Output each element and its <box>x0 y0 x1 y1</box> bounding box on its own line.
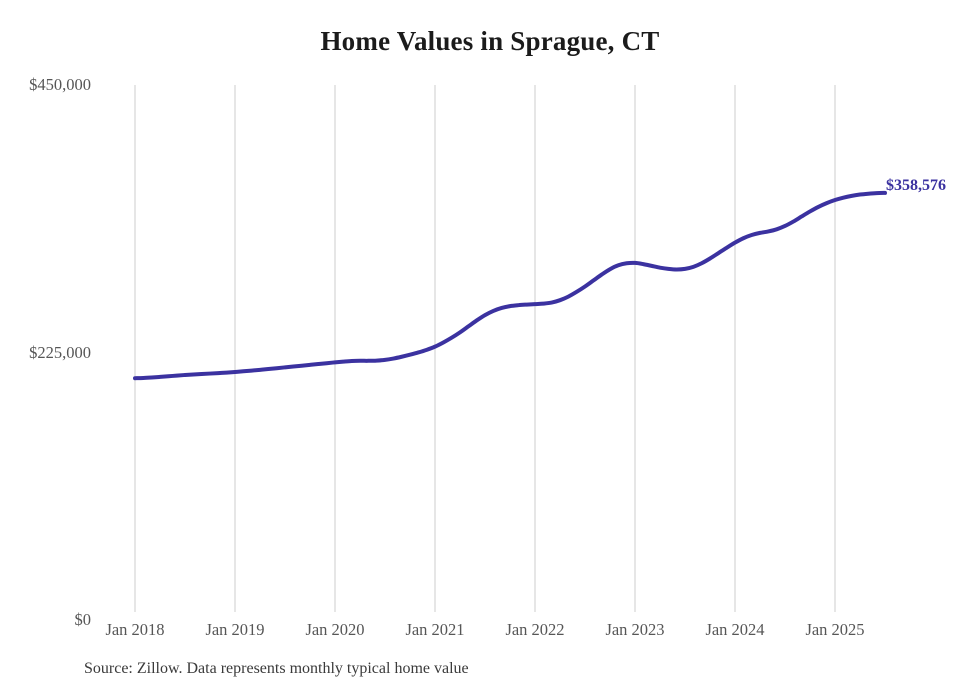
data-line-typical-home-value <box>133 190 887 381</box>
chart-title: Home Values in Sprague, CT <box>320 26 660 56</box>
y-axis-tick-label-min: $0 <box>74 610 92 629</box>
source-note: Source: Zillow. Data represents monthly … <box>84 660 469 677</box>
y-axis-tick-label-max: $450,000 <box>29 75 91 94</box>
x-axis-tick-label: Jan 2021 <box>405 620 465 639</box>
x-axis-tick-label: Jan 2024 <box>705 620 765 639</box>
x-axis-tick-label: Jan 2025 <box>805 620 865 639</box>
x-axis-tick-label: Jan 2018 <box>105 620 165 639</box>
x-axis-tick-label: Jan 2019 <box>205 620 265 639</box>
x-axis-tick-label: Jan 2022 <box>505 620 565 639</box>
end-value-annotation: $358,576 <box>886 177 946 194</box>
x-axis-tick-label: Jan 2023 <box>605 620 665 639</box>
x-axis-tick-label: Jan 2020 <box>305 620 365 639</box>
y-axis-tick-label-mid: $225,000 <box>29 343 91 362</box>
